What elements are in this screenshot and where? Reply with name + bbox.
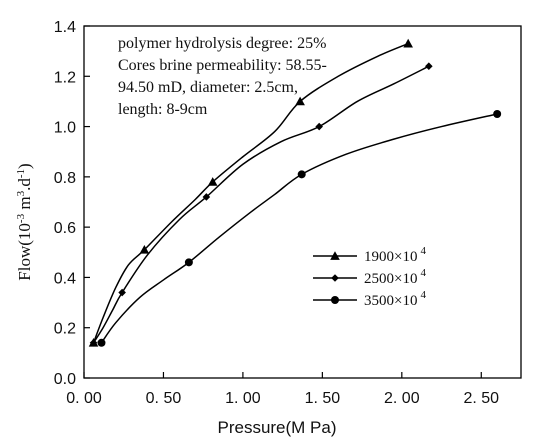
data-point [295,96,305,106]
y-tick-label: 0.4 [54,270,76,287]
legend-marker [331,296,339,304]
plot-frame [83,25,522,379]
annotation-line: length: 8-9cm [118,101,208,118]
y-axis-title: Flow(10-3 m3.d-1) [15,163,34,280]
data-point [118,288,126,297]
experiment-annotation: polymer hydrolysis degree: 25% Cores bri… [118,35,327,118]
legend-entry: 1900×10 4 [313,245,426,265]
axis-ticks: 0.0 0.2 0.4 0.6 0.8 1.0 1.2 1.4 0. 00 0. 50 1. 00 1… [54,19,499,407]
data-point [425,62,433,71]
y-tick-label: 0.2 [54,321,76,338]
series-line [100,113,498,344]
series-diamond [89,62,433,347]
legend-marker [331,274,339,282]
legend-marker [330,251,340,260]
series-layer [88,38,502,347]
plot-border [83,25,522,379]
y-tick-label: 0.0 [54,371,76,388]
annotation-line: 94.50 mD, diameter: 2.5cm, [118,79,298,96]
x-tick-label: 1. 50 [305,390,341,407]
x-tick-label: 1. 00 [225,390,261,407]
x-tick-label: 2. 00 [384,390,420,407]
series-circle [97,110,502,347]
x-axis-title: Pressure(M Pa) [217,418,336,437]
x-tick-label: 0. 50 [146,390,182,407]
x-tick-label: 2. 50 [463,390,499,407]
series-line [92,42,409,344]
y-tick-label: 0.8 [54,170,76,187]
legend-entry: 3500×10 4 [313,289,426,309]
data-point [202,193,211,201]
legend-label: 2500×10 4 [364,267,426,287]
data-point [207,177,218,186]
legend-label: 3500×10 4 [364,289,426,309]
data-point [89,339,98,347]
y-tick-label: 0.6 [54,220,76,237]
y-tick-label: 1.0 [54,120,76,137]
x-tick-label: 0. 00 [66,390,102,407]
data-point [297,170,306,179]
data-point [493,110,502,118]
annotation-line: Cores brine permeability: 58.55- [118,57,327,74]
data-point [139,244,150,254]
data-point [97,338,106,347]
data-point [184,258,193,267]
y-tick-label: 1.4 [54,19,76,36]
annotation-line: polymer hydrolysis degree: 25% [118,35,326,52]
data-point [403,38,413,48]
legend-entry: 2500×10 4 [313,267,426,287]
data-point [315,122,323,131]
y-tick-label: 1.2 [54,69,76,86]
legend-label: 1900×10 4 [364,245,426,265]
